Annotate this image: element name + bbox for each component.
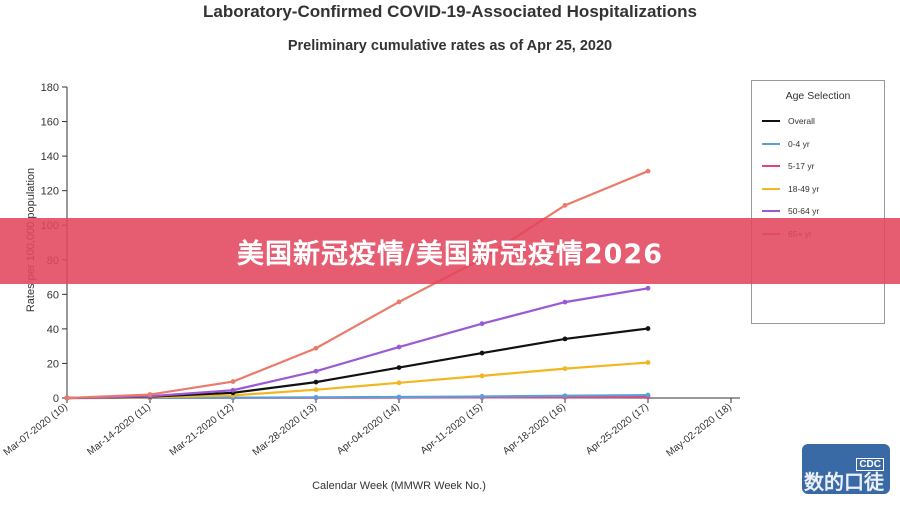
legend-panel: Age Selection Overall 0-4 yr 5-17 yr 18-49 … (751, 80, 885, 324)
data-point (562, 299, 568, 305)
x-tick-label: Mar-21-2020 (12) (168, 402, 236, 459)
y-tick-label: 40 (47, 324, 59, 336)
data-point (396, 394, 402, 400)
legend-label: 50-64 yr (788, 206, 820, 217)
x-tick-label: Apr-04-2020 (14) (335, 402, 402, 458)
data-point (313, 394, 319, 400)
watermark-text: 数的口徒 (804, 470, 884, 494)
chart-title: Laboratory-Confirmed COVID-19-Associated… (202, 2, 698, 21)
legend-entry[interactable]: 18-49 yr (752, 178, 884, 201)
data-point (313, 368, 319, 374)
data-point (562, 336, 568, 342)
x-tick-label: Mar-07-2020 (10) (2, 402, 70, 459)
chart-subtitle: Preliminary cumulative rates as of Apr 2… (287, 38, 613, 54)
legend-label: Overall (788, 116, 815, 127)
data-point (479, 350, 485, 356)
data-point (645, 326, 651, 331)
x-axis-label: Calendar Week (MMWR Week No.) (312, 480, 486, 492)
data-point (64, 395, 70, 401)
legend-entry[interactable]: 0-4 yr (752, 133, 884, 156)
legend-entry[interactable]: Overall (752, 110, 884, 133)
data-point (562, 393, 568, 399)
data-point (479, 373, 485, 379)
data-point (645, 392, 651, 398)
data-point (479, 321, 485, 327)
legend-swatch (762, 120, 780, 123)
x-tick-label: Mar-14-2020 (11) (85, 402, 153, 458)
data-point (230, 387, 236, 393)
data-point (396, 365, 402, 370)
data-point (313, 379, 319, 385)
x-tick-label: Mar-28-2020 (13) (251, 402, 319, 459)
legend-label: 5-17 yr (788, 161, 815, 172)
watermark-logo: CDC 数的口徒 (802, 444, 890, 494)
y-tick-label: 180 (41, 82, 59, 94)
data-point (562, 366, 568, 372)
series-line (66, 287, 649, 400)
y-tick-label: 20 (47, 358, 59, 370)
data-point (562, 202, 568, 208)
x-tick-label: Apr-18-2020 (16) (501, 402, 568, 458)
legend-swatch (762, 165, 780, 168)
data-point (645, 360, 651, 365)
data-point (147, 392, 153, 397)
data-point (313, 345, 319, 351)
data-point (396, 380, 402, 386)
chart-series (64, 168, 651, 401)
data-point (230, 379, 236, 384)
legend-label: 18-49 yr (788, 183, 820, 194)
series-line (66, 361, 649, 400)
y-tick-label: 160 (41, 117, 59, 129)
y-tick-label: 140 (41, 151, 59, 163)
legend-title: Age Selection (785, 90, 851, 102)
data-point (645, 168, 651, 174)
data-point (645, 285, 651, 291)
series-line (66, 170, 649, 400)
data-point (313, 387, 319, 393)
legend-swatch (762, 210, 780, 213)
x-tick-label: May-02-2020 (18) (664, 402, 733, 460)
legend-entry[interactable]: 50-64 yr (752, 200, 884, 223)
overlay-banner: 美国新冠疫情/美国新冠疫情2026 (0, 218, 900, 284)
legend-entry[interactable]: 5-17 yr (752, 155, 884, 178)
watermark-badge: CDC (856, 458, 884, 471)
y-tick-label: 60 (47, 289, 59, 301)
series-line (66, 327, 649, 400)
x-tick-label: Apr-11-2020 (15) (419, 402, 485, 457)
data-point (396, 299, 402, 305)
y-tick-label: 0 (53, 393, 59, 405)
y-tick-label: 120 (41, 186, 59, 198)
data-point (396, 344, 402, 350)
data-point (479, 394, 485, 399)
x-tick-label: Apr-25-2020 (17) (584, 402, 651, 458)
legend-swatch (762, 187, 780, 190)
legend-label: 0-4 yr (788, 138, 810, 149)
legend-swatch (762, 142, 780, 145)
